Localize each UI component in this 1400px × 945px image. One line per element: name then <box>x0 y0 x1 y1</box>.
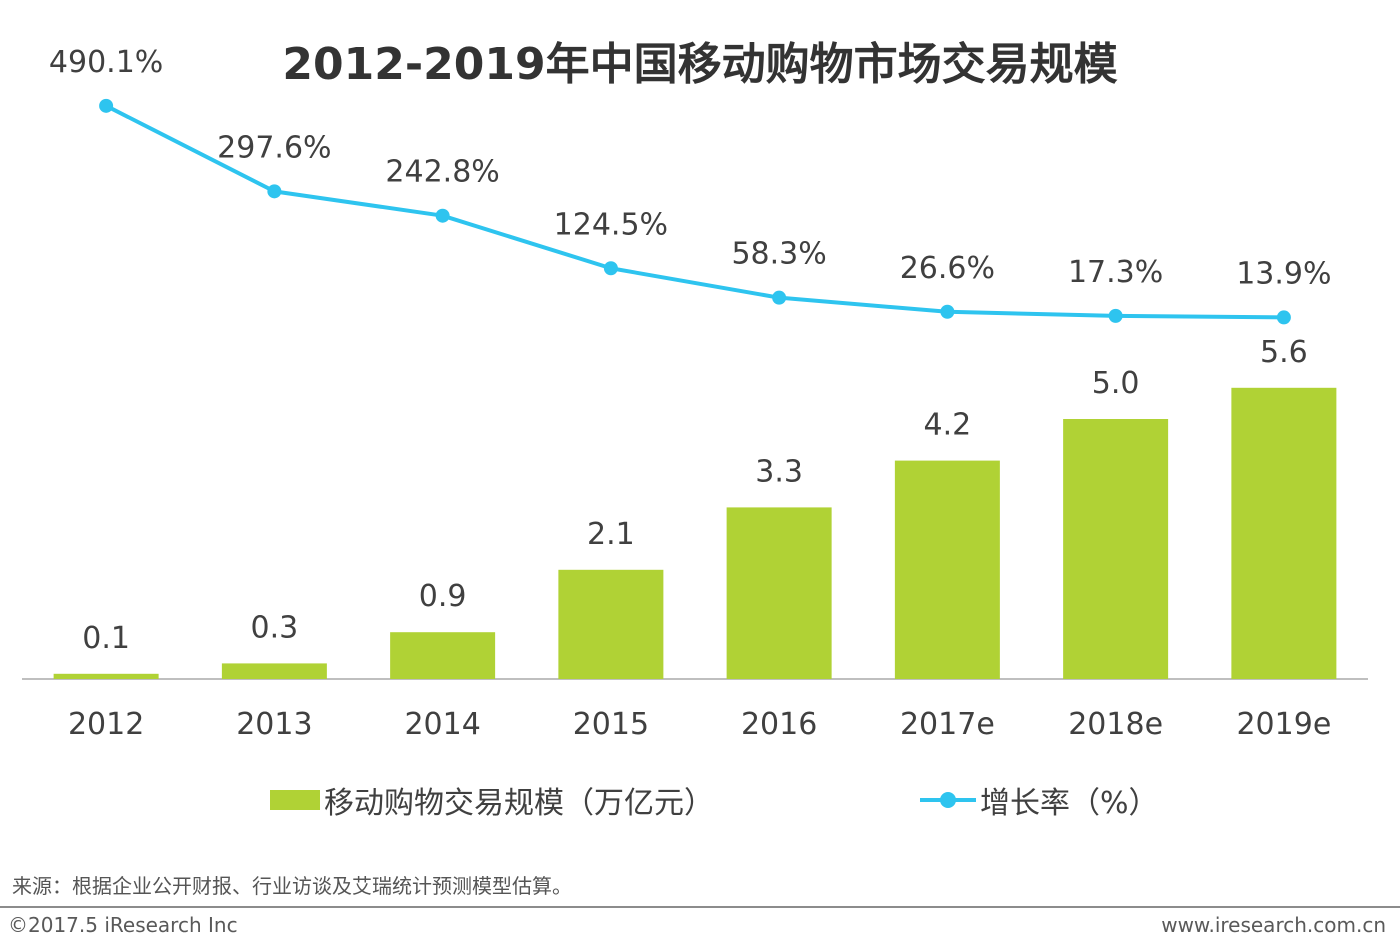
chart-canvas: 0.1 0.3 0.9 2.1 3.3 4.2 5.0 5.6 2012 2013 2014 2015… <box>22 45 1368 742</box>
bar-2019e <box>1231 387 1337 679</box>
growth-value-label: 26.6% <box>900 251 995 286</box>
growth-point-2012 <box>99 98 114 113</box>
chart-title: 2012-2019年中国移动购物市场交易规模 <box>282 39 1118 90</box>
bar-value-label: 0.9 <box>419 579 467 614</box>
bar-2017e <box>894 460 1000 679</box>
bar-value-label: 4.2 <box>924 408 972 443</box>
growth-value-label: 490.1% <box>49 45 163 80</box>
x-tick-label: 2017e <box>900 707 995 742</box>
bar-value-label: 5.0 <box>1092 366 1140 401</box>
bar-2018e <box>1063 419 1169 679</box>
growth-point-2019e <box>1276 310 1291 325</box>
growth-point-2014 <box>435 208 450 223</box>
growth-value-label: 297.6% <box>217 130 331 165</box>
growth-value-label: 17.3% <box>1068 255 1163 290</box>
growth-point-2016 <box>772 290 787 305</box>
source-note: 来源：根据企业公开财报、行业访谈及艾瑞统计预测模型估算。 <box>12 874 572 898</box>
bar-2013 <box>221 663 327 679</box>
bar-value-label: 5.6 <box>1260 335 1308 370</box>
legend-bar-swatch <box>270 790 320 810</box>
legend-line-swatch <box>920 790 976 810</box>
copyright-text: ©2017.5 iResearch Inc <box>8 913 238 937</box>
bar-2015 <box>558 569 664 679</box>
growth-value-label: 124.5% <box>554 207 668 242</box>
x-tick-label: 2013 <box>236 707 312 742</box>
legend-line-label: 增长率（%） <box>980 786 1159 821</box>
legend-item-volume: 移动购物交易规模（万亿元） <box>270 778 714 822</box>
growth-value-label: 13.9% <box>1236 256 1331 291</box>
growth-point-2013 <box>267 184 282 199</box>
growth-value-label: 242.8% <box>385 155 499 190</box>
bar-2014 <box>390 632 496 679</box>
growth-point-2017e <box>940 304 955 319</box>
website-link[interactable]: www.iresearch.com.cn <box>1161 913 1386 937</box>
bar-2012 <box>53 673 159 679</box>
footer-divider <box>0 906 1400 908</box>
x-tick-label: 2018e <box>1068 707 1163 742</box>
growth-rate-line <box>105 104 1284 320</box>
legend-bar-label: 移动购物交易规模（万亿元） <box>324 786 714 821</box>
bar-value-label: 2.1 <box>587 517 635 552</box>
x-tick-label: 2016 <box>741 707 817 742</box>
x-tick-label: 2015 <box>573 707 649 742</box>
growth-point-2018e <box>1108 308 1123 323</box>
x-tick-label: 2014 <box>404 707 480 742</box>
x-tick-label: 2012 <box>68 707 144 742</box>
legend-item-growth: 增长率（%） <box>920 778 1159 822</box>
bar-value-label: 0.1 <box>82 621 130 656</box>
x-tick-label: 2019e <box>1236 707 1331 742</box>
growth-value-label: 58.3% <box>731 237 826 272</box>
chart-legend: 移动购物交易规模（万亿元） 增长率（%） <box>0 778 1400 828</box>
bar-2016 <box>726 507 832 679</box>
bar-value-label: 0.3 <box>251 610 299 645</box>
growth-point-2015 <box>603 261 618 276</box>
bar-value-label: 3.3 <box>755 454 803 489</box>
